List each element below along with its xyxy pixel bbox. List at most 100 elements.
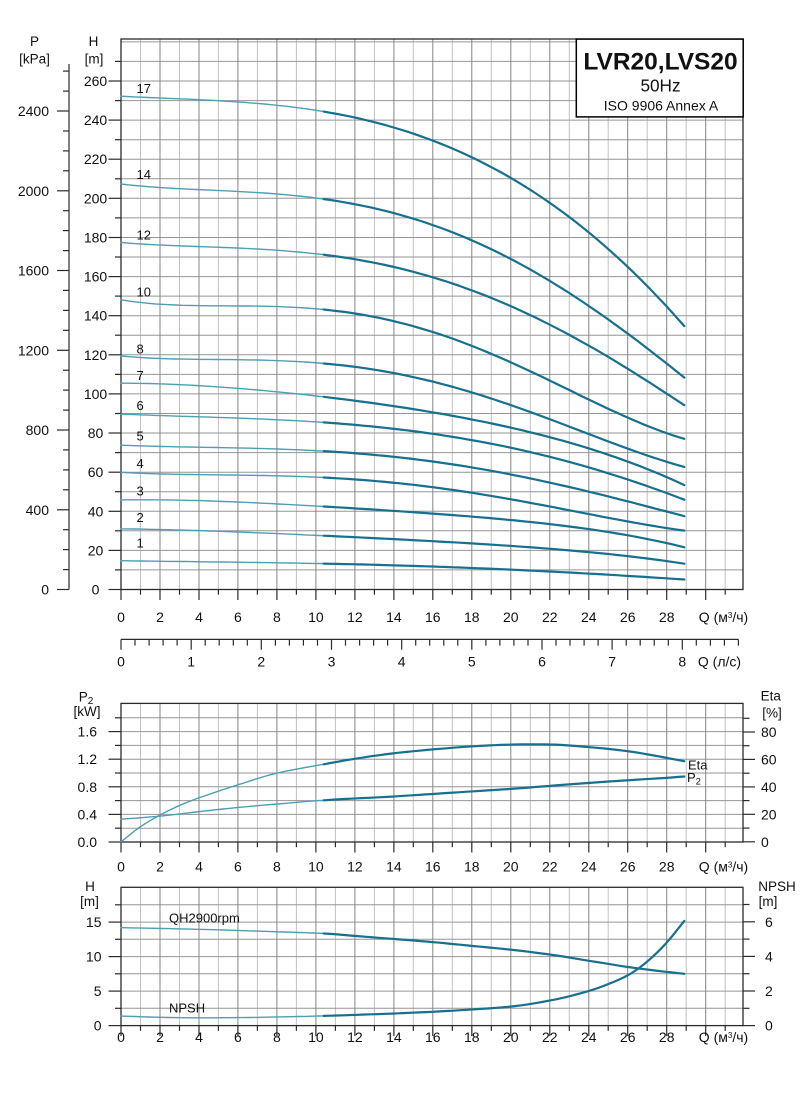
svg-text:1600: 1600 [18, 263, 49, 279]
svg-text:20: 20 [503, 1029, 519, 1045]
svg-text:1: 1 [187, 654, 195, 670]
svg-text:LVR20,LVS20: LVR20,LVS20 [583, 49, 737, 76]
svg-text:200: 200 [84, 190, 108, 206]
svg-text:6: 6 [234, 609, 242, 625]
svg-text:50Hz: 50Hz [640, 75, 680, 95]
svg-text:160: 160 [84, 269, 108, 285]
svg-text:2: 2 [137, 510, 144, 525]
svg-text:Q (м3/ч): Q (м3/ч) [699, 859, 748, 875]
svg-text:2: 2 [257, 654, 265, 670]
svg-text:0: 0 [117, 859, 125, 875]
svg-text:0: 0 [41, 582, 49, 598]
svg-text:14: 14 [137, 167, 151, 182]
svg-text:22: 22 [542, 859, 558, 875]
svg-text:2: 2 [156, 859, 164, 875]
svg-text:4: 4 [765, 948, 773, 964]
svg-text:28: 28 [659, 609, 675, 625]
svg-text:240: 240 [84, 112, 108, 128]
svg-text:3: 3 [137, 484, 144, 499]
svg-text:0: 0 [117, 609, 125, 625]
svg-text:17: 17 [137, 81, 151, 96]
svg-text:8: 8 [273, 1029, 281, 1045]
svg-text:0.4: 0.4 [78, 806, 98, 822]
svg-text:16: 16 [425, 1029, 441, 1045]
svg-text:6: 6 [234, 859, 242, 875]
svg-text:180: 180 [84, 230, 108, 246]
svg-text:2: 2 [765, 983, 773, 999]
svg-text:14: 14 [386, 609, 402, 625]
svg-text:8: 8 [273, 609, 281, 625]
svg-text:10: 10 [86, 949, 102, 965]
svg-text:QH2900rpm: QH2900rpm [169, 911, 240, 926]
svg-text:20: 20 [88, 542, 104, 558]
svg-text:16: 16 [425, 609, 441, 625]
svg-text:400: 400 [26, 502, 50, 518]
svg-text:5: 5 [468, 654, 476, 670]
svg-text:120: 120 [84, 347, 108, 363]
svg-text:18: 18 [464, 1029, 480, 1045]
svg-text:18: 18 [464, 609, 480, 625]
svg-text:NPSH: NPSH [758, 879, 796, 894]
svg-text:26: 26 [620, 1029, 636, 1045]
svg-text:8: 8 [273, 859, 281, 875]
svg-text:0: 0 [117, 1029, 125, 1045]
svg-text:[kW]: [kW] [74, 704, 101, 719]
svg-text:4: 4 [195, 609, 203, 625]
svg-text:22: 22 [542, 609, 558, 625]
svg-text:7: 7 [608, 654, 616, 670]
svg-text:4: 4 [398, 654, 406, 670]
svg-text:8: 8 [678, 654, 686, 670]
svg-text:6: 6 [538, 654, 546, 670]
svg-text:20: 20 [761, 806, 777, 822]
svg-text:0: 0 [92, 582, 100, 598]
svg-text:18: 18 [464, 859, 480, 875]
svg-text:12: 12 [347, 859, 363, 875]
svg-text:24: 24 [581, 1029, 597, 1045]
svg-text:6: 6 [137, 398, 144, 413]
svg-text:2: 2 [156, 609, 164, 625]
svg-text:12: 12 [137, 228, 151, 243]
svg-text:6: 6 [234, 1029, 242, 1045]
svg-text:5: 5 [94, 983, 102, 999]
svg-text:40: 40 [88, 503, 104, 519]
svg-text:12: 12 [347, 609, 363, 625]
svg-text:H: H [85, 879, 95, 894]
svg-text:P: P [30, 34, 39, 49]
svg-text:14: 14 [386, 859, 402, 875]
svg-text:[m]: [m] [759, 894, 778, 909]
svg-text:12: 12 [347, 1029, 363, 1045]
svg-text:14: 14 [386, 1029, 402, 1045]
svg-text:40: 40 [761, 779, 777, 795]
svg-text:26: 26 [620, 609, 636, 625]
svg-text:60: 60 [88, 464, 104, 480]
svg-text:10: 10 [308, 1029, 324, 1045]
svg-text:[kPa]: [kPa] [19, 52, 50, 67]
svg-text:80: 80 [88, 425, 104, 441]
svg-text:1.6: 1.6 [78, 724, 98, 740]
svg-text:60: 60 [761, 751, 777, 767]
svg-text:140: 140 [84, 308, 108, 324]
svg-text:Eta: Eta [761, 689, 782, 704]
svg-text:260: 260 [84, 73, 108, 89]
svg-text:Eta: Eta [688, 758, 708, 773]
svg-text:4: 4 [195, 859, 203, 875]
svg-text:0: 0 [765, 1018, 773, 1034]
svg-text:20: 20 [503, 609, 519, 625]
svg-text:Q (м3/ч): Q (м3/ч) [699, 1029, 748, 1045]
svg-text:0.8: 0.8 [78, 779, 98, 795]
svg-text:ISO 9906 Annex A: ISO 9906 Annex A [604, 98, 719, 114]
svg-text:[%]: [%] [762, 706, 782, 721]
svg-text:3: 3 [328, 654, 336, 670]
svg-text:7: 7 [137, 368, 144, 383]
svg-text:6: 6 [765, 914, 773, 930]
svg-text:220: 220 [84, 151, 108, 167]
svg-text:100: 100 [84, 386, 108, 402]
svg-text:4: 4 [137, 456, 144, 471]
svg-text:22: 22 [542, 1029, 558, 1045]
svg-text:20: 20 [503, 859, 519, 875]
svg-text:1: 1 [137, 536, 144, 551]
svg-text:4: 4 [195, 1029, 203, 1045]
svg-text:[m]: [m] [80, 894, 99, 909]
svg-text:800: 800 [26, 422, 50, 438]
svg-text:2400: 2400 [18, 103, 49, 119]
